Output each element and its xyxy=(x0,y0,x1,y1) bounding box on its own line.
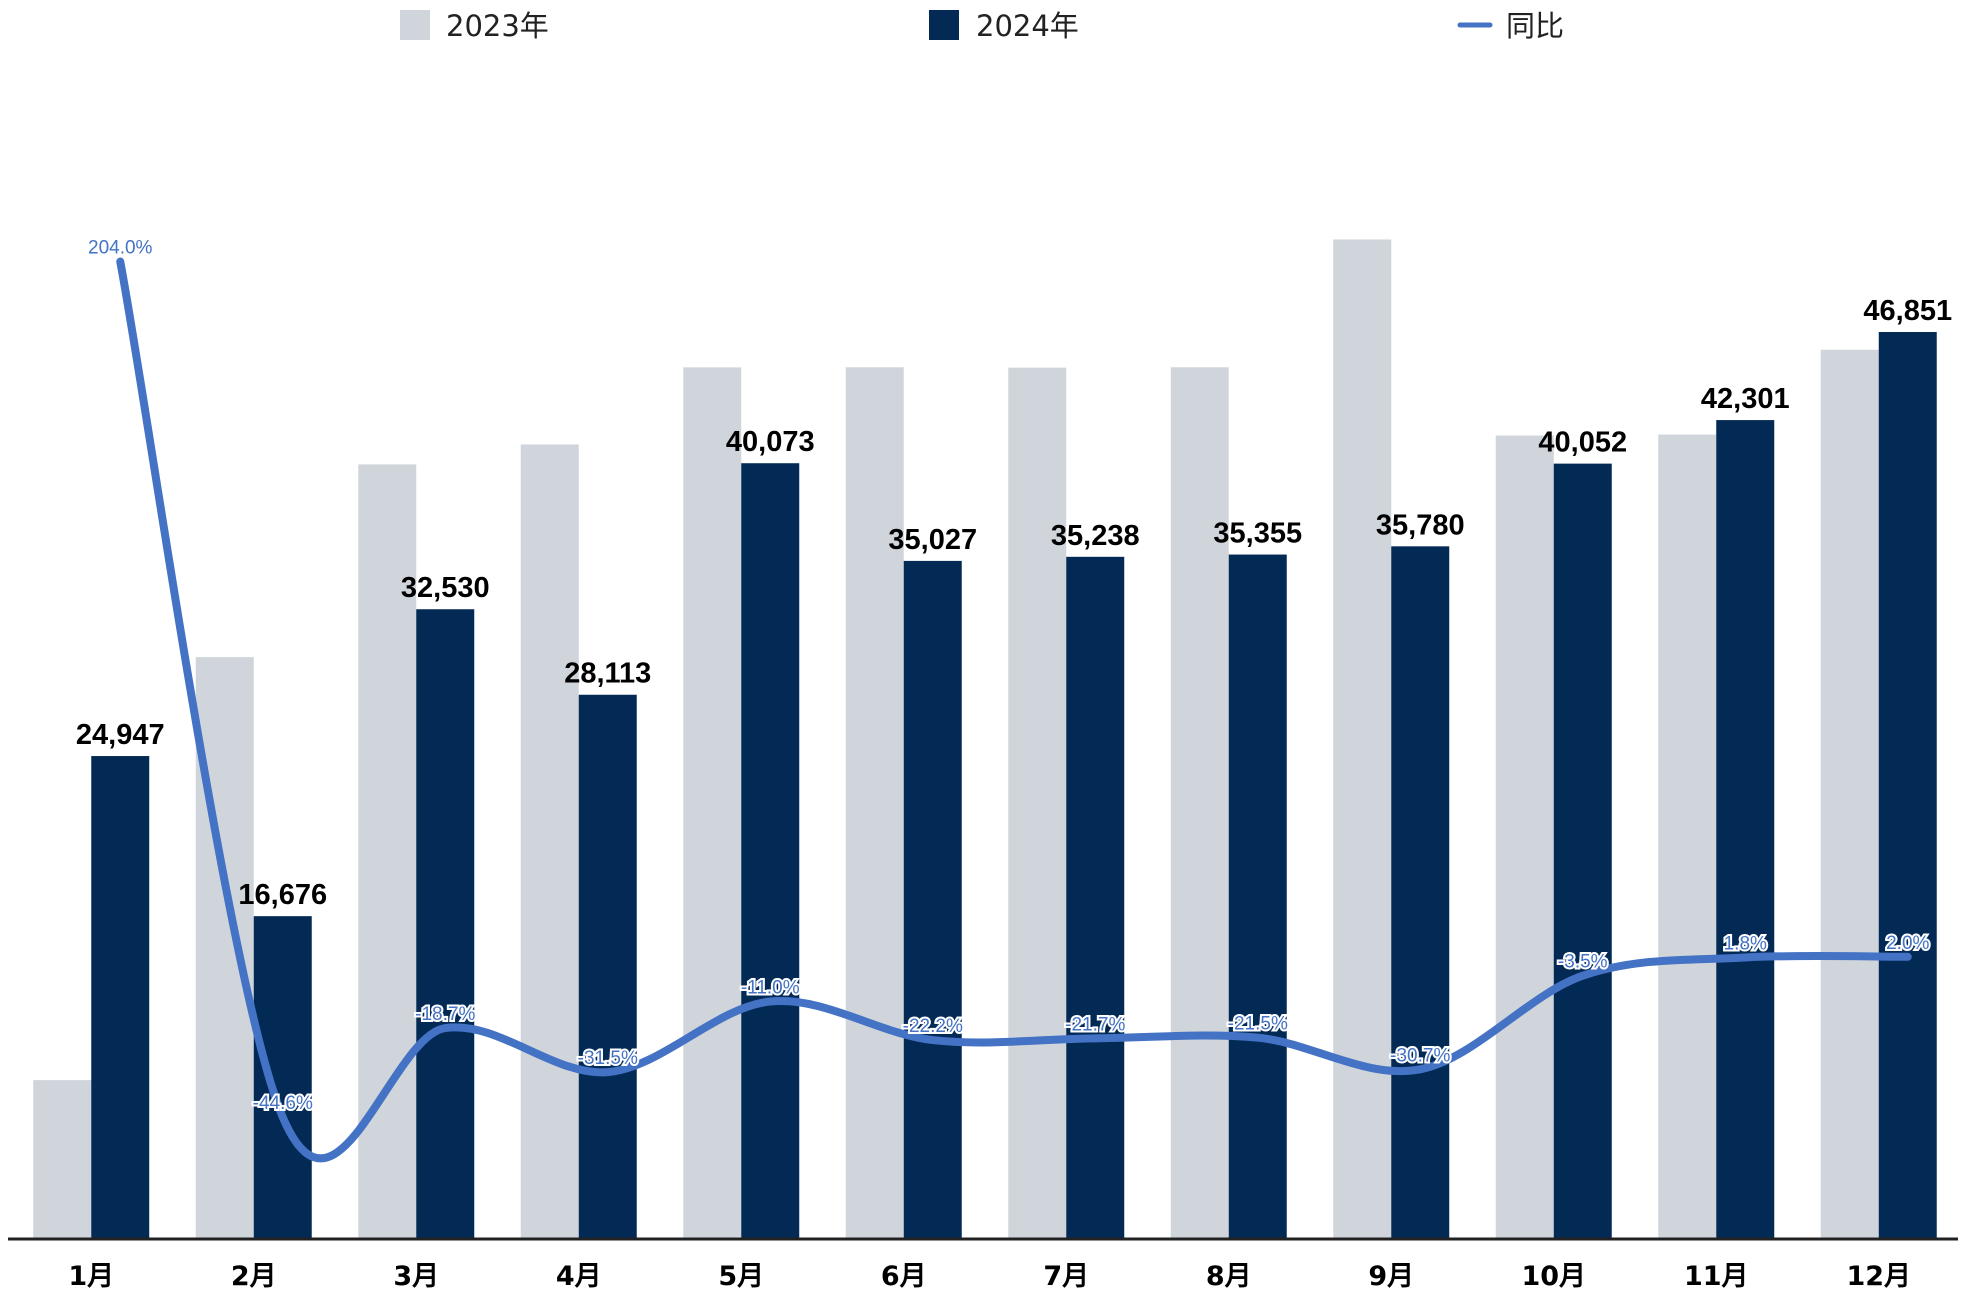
yoy-value-labels: 204.0% -44.6% -18.7% -31.5% -11.0% -22.2% -21.… xyxy=(86,236,1931,1117)
yoy-value-label: 204.0% xyxy=(88,238,153,259)
bar-2024-value-label: 35,780 xyxy=(1376,509,1465,541)
bar-2024-value-label: 28,113 xyxy=(564,658,651,690)
yoy-value-label: -11.0% xyxy=(741,978,800,999)
yoy-value-label: -31.5% xyxy=(578,1048,638,1069)
bar-2024-value-label: 35,238 xyxy=(1051,520,1140,552)
legend-label-yoy: 同比 xyxy=(1506,9,1564,43)
bar-2024 xyxy=(903,560,962,1239)
yoy-value-label: -3.5% xyxy=(1558,952,1608,973)
x-tick-label: 9月 xyxy=(1368,1261,1414,1292)
bar-2024-value-label: 42,301 xyxy=(1701,383,1790,415)
bar-2024 xyxy=(416,609,475,1239)
bar-2024-value-label: 32,530 xyxy=(401,572,490,604)
bar-2024-value-label: 35,355 xyxy=(1213,518,1302,550)
bar-2023 xyxy=(33,1080,92,1239)
series-2023-bars xyxy=(33,239,1879,1240)
bar-2024 xyxy=(91,756,150,1239)
series-2024-bars xyxy=(91,331,1937,1240)
yoy-value-label: 1.8% xyxy=(1724,933,1767,954)
bar-2023 xyxy=(1008,367,1067,1239)
bar-2024 xyxy=(1228,554,1287,1239)
bar-2023 xyxy=(358,464,417,1239)
yoy-value-label: -21.7% xyxy=(1065,1014,1125,1035)
yoy-value-label: -21.5% xyxy=(1228,1014,1288,1035)
x-tick-label: 11月 xyxy=(1684,1261,1749,1292)
x-tick-label: 10月 xyxy=(1521,1261,1586,1292)
bar-2024 xyxy=(1878,331,1937,1240)
bar-2023 xyxy=(845,367,904,1239)
bar-2024 xyxy=(1553,463,1612,1240)
yoy-value-label: -44.6% xyxy=(253,1093,313,1114)
bar-2024 xyxy=(1391,546,1450,1239)
bar-2024-value-label: 46,851 xyxy=(1863,295,1952,327)
bar-2023 xyxy=(195,657,254,1239)
bar-2024 xyxy=(1716,420,1775,1239)
yoy-value-label: 2.0% xyxy=(1886,933,1929,954)
legend-label-2024: 2024年 xyxy=(976,9,1079,43)
x-tick-label: 12月 xyxy=(1846,1261,1911,1292)
bar-2024 xyxy=(741,463,800,1239)
x-axis-tick-labels: 1月 2月 3月 4月 5月 6月 7月 8月 9月 10月 11月 12月 xyxy=(68,1261,1911,1292)
yoy-value-label: -22.2% xyxy=(903,1016,963,1037)
x-tick-label: 5月 xyxy=(718,1261,764,1292)
yoy-value-label: -18.7% xyxy=(415,1004,475,1025)
bar-2023 xyxy=(1333,239,1392,1239)
legend-marker-2024 xyxy=(929,10,959,40)
x-tick-label: 7月 xyxy=(1043,1261,1089,1292)
bar-2024-value-label: 40,073 xyxy=(726,426,815,458)
bar-2024-value-label: 16,676 xyxy=(238,879,327,911)
yoy-value-label: -30.7% xyxy=(1390,1045,1450,1066)
bar-2023 xyxy=(1820,349,1879,1239)
x-tick-label: 8月 xyxy=(1206,1261,1252,1292)
x-tick-label: 6月 xyxy=(881,1261,927,1292)
bar-2023 xyxy=(520,444,579,1240)
bar-2024 xyxy=(1066,556,1125,1239)
bar-2024 xyxy=(253,916,312,1239)
bar-2024 xyxy=(578,694,637,1239)
x-tick-label: 1月 xyxy=(68,1261,114,1292)
yoy-line xyxy=(116,257,1912,1163)
bar-2023 xyxy=(1495,435,1554,1239)
bar-2023 xyxy=(1658,434,1717,1239)
bar-2023 xyxy=(1170,367,1229,1240)
x-tick-label: 4月 xyxy=(556,1261,602,1292)
series-2024-value-labels: 24,947 16,676 32,530 28,113 40,073 35,027 35,2… xyxy=(76,295,1952,911)
bar-2024-value-label: 24,947 xyxy=(76,719,165,751)
bar-2024-value-label: 40,052 xyxy=(1538,427,1627,459)
legend-label-2023: 2023年 xyxy=(446,9,549,43)
legend: 2023年 2024年 同比 xyxy=(400,9,1564,43)
legend-marker-2023 xyxy=(400,10,430,40)
bar-2024-value-label: 35,027 xyxy=(888,524,977,556)
x-tick-label: 3月 xyxy=(393,1261,439,1292)
x-tick-label: 2月 xyxy=(231,1261,277,1292)
bar-2023 xyxy=(683,367,742,1239)
